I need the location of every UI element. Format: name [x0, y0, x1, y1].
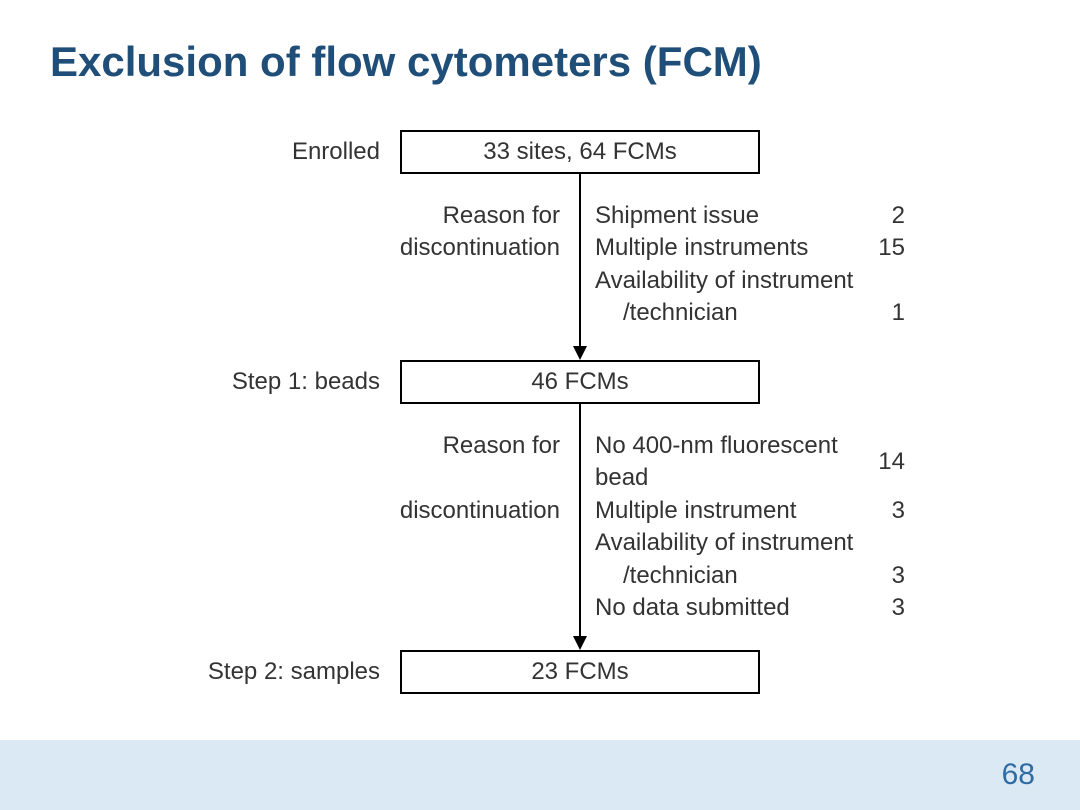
stage-label: Step 1: beads — [120, 368, 380, 396]
flow-arrow-line — [579, 404, 581, 638]
reason-row: /technician1 — [595, 297, 905, 329]
stage-label: Enrolled — [120, 138, 380, 166]
reason-row: Multiple instrument3 — [595, 495, 905, 527]
slide-title: Exclusion of flow cytometers (FCM) — [50, 38, 762, 86]
flow-box: 33 sites, 64 FCMs — [400, 130, 760, 174]
reason-list: Shipment issue2Multiple instruments15Ava… — [595, 200, 905, 330]
flow-box: 46 FCMs — [400, 360, 760, 404]
page-number: 68 — [1002, 758, 1035, 792]
flow-box: 23 FCMs — [400, 650, 760, 694]
flowchart-diagram: 33 sites, 64 FCMs Enrolled 46 FCMs Step 1: … — [0, 110, 1080, 730]
footer-bar — [0, 740, 1080, 810]
reason-label: Reason for discontinuation — [200, 430, 560, 527]
stage-label: Step 2: samples — [120, 658, 380, 686]
reason-row: Shipment issue2 — [595, 200, 905, 232]
reason-row: No data submitted3 — [595, 592, 905, 624]
reason-row: No 400-nm fluorescent bead14 — [595, 430, 905, 495]
reason-row: Multiple instruments15 — [595, 232, 905, 264]
flow-arrow-head-icon — [573, 636, 587, 650]
reason-label: Reason fordiscontinuation — [200, 200, 560, 265]
reason-row: Availability of instrument — [595, 527, 905, 559]
reason-row: Availability of instrument — [595, 265, 905, 297]
flow-arrow-head-icon — [573, 346, 587, 360]
reason-row: /technician3 — [595, 560, 905, 592]
reason-list: No 400-nm fluorescent bead14Multiple ins… — [595, 430, 905, 624]
flow-arrow-line — [579, 174, 581, 348]
